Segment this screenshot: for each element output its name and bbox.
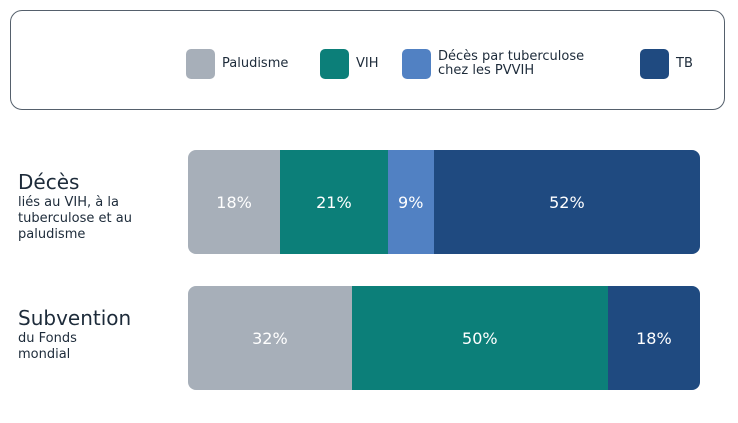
bar-track: 18% 21% 9% 52% <box>188 150 700 254</box>
data-label: 9% <box>398 192 424 212</box>
data-label: 18% <box>636 328 672 348</box>
bar-segment: 18% <box>607 286 700 390</box>
legend-swatch <box>320 49 349 79</box>
legend-swatch <box>640 49 669 79</box>
bar-segment: 32% <box>188 286 352 390</box>
legend-label: VIH <box>356 56 379 71</box>
bar-segment: 21% <box>280 150 388 254</box>
data-label: 21% <box>316 192 352 212</box>
legend-label: Décès par tuberculose chez les PVVIH <box>438 49 585 78</box>
data-label: 18% <box>216 192 252 212</box>
legend: Paludisme VIH Décès par tuberculose chez l… <box>10 10 725 110</box>
bar-track: 32% 50% 18% <box>188 286 700 390</box>
bar-segment: 18% <box>188 150 281 254</box>
data-label: 32% <box>252 328 288 348</box>
legend-label: TB <box>676 56 693 71</box>
data-label: 52% <box>549 192 585 212</box>
legend-swatch <box>402 49 431 79</box>
category-label: Subvention <box>18 306 132 330</box>
category-subtitle: liés au VIH, à la tuberculose et au palu… <box>18 195 132 242</box>
bar-segment: 50% <box>351 286 608 390</box>
bar-segment: 52% <box>433 150 700 254</box>
category-label: Décès <box>18 170 80 194</box>
legend-label: Paludisme <box>222 56 289 71</box>
bar-segment: 9% <box>387 150 434 254</box>
category-subtitle: du Fonds mondial <box>18 331 77 362</box>
data-label: 50% <box>462 328 498 348</box>
legend-swatch <box>186 49 215 79</box>
